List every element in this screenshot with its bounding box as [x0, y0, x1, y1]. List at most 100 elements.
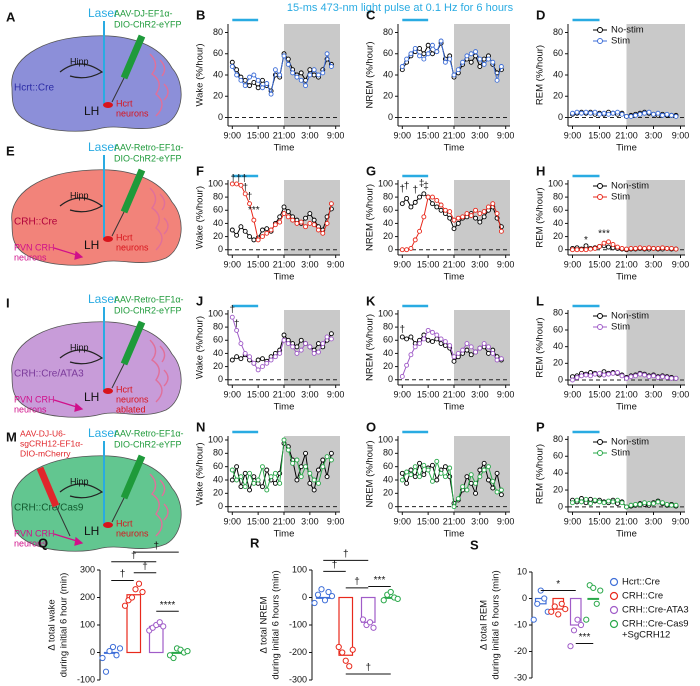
y-axis-label: REM (%/hour) — [535, 444, 546, 504]
data-point — [434, 458, 440, 464]
y-tick-label: 20 — [553, 231, 563, 241]
data-point — [303, 464, 308, 470]
data-point — [268, 91, 274, 97]
x-tick-label: 15:00 — [247, 389, 270, 399]
hippocampus — [59, 349, 104, 365]
data-point — [251, 480, 257, 486]
x-tick-label: 3:00 — [645, 389, 663, 399]
data-point — [601, 240, 607, 246]
data-point — [494, 470, 500, 476]
data-point — [247, 201, 252, 207]
data-point — [473, 349, 478, 355]
x-tick-label: 9:00 — [672, 259, 690, 269]
x-axis-label: Time — [274, 272, 295, 283]
y-tick-label: 0 — [218, 112, 223, 122]
syringe-2 — [36, 466, 60, 508]
significance-mark: * — [584, 235, 588, 246]
y-tick-label: 20 — [553, 91, 563, 101]
data-point — [281, 337, 287, 343]
data-point — [610, 242, 616, 247]
x-tick-label: 3:00 — [301, 130, 319, 140]
x-tick-label: 21:00 — [443, 516, 466, 526]
data-point — [624, 113, 629, 119]
data-point — [311, 72, 317, 78]
data-point — [464, 53, 470, 59]
legend-label: CRH::Cre-Cas9 — [622, 619, 689, 630]
data-point — [290, 460, 296, 466]
y-tick-label: 80 — [213, 191, 223, 201]
data-point — [408, 51, 414, 57]
line-chart: N 0 20 40 60 80 100 9:00 15:00 21:00 3:00 9:00 Wake … — [195, 419, 345, 539]
data-point — [425, 337, 431, 343]
y-tick-label: -10 — [514, 619, 527, 629]
y-tick-label: 40 — [553, 468, 563, 478]
data-point — [328, 336, 334, 342]
data-point — [399, 470, 405, 476]
data-point — [421, 462, 427, 468]
significance-mark: † — [343, 549, 349, 560]
x-tick-label: 9:00 — [327, 259, 345, 269]
individual-point — [370, 624, 377, 631]
legend-label: CRH::Cre — [622, 591, 663, 602]
y-tick-label: 60 — [213, 205, 223, 215]
legend-label: Stim — [611, 192, 630, 203]
data-point — [294, 74, 300, 80]
data-point — [251, 72, 257, 78]
virus-label: AAV-Retro-EF1α- — [114, 294, 184, 304]
data-point — [285, 209, 291, 215]
data-point — [660, 112, 665, 118]
data-point — [298, 77, 304, 83]
syringe-needle — [111, 363, 125, 389]
y-axis-label: Δ total REM — [479, 600, 490, 650]
y-tick-label: 60 — [383, 48, 393, 58]
data-point — [494, 489, 500, 495]
y-axis-label: NREM (%/hour) — [365, 440, 376, 507]
panel-letter: D — [536, 7, 545, 22]
individual-point — [551, 603, 558, 610]
data-point — [421, 191, 427, 197]
data-point — [664, 375, 670, 380]
data-point — [628, 245, 634, 251]
data-point — [655, 245, 661, 251]
significance-mark: † — [400, 184, 406, 195]
data-point — [498, 487, 504, 493]
data-point — [473, 480, 478, 486]
data-point — [451, 226, 457, 232]
data-point — [320, 70, 326, 76]
line-chart: J 0 20 40 60 80 100 9:00 15:00 21:00 3:00 9:00 Wake … — [195, 293, 345, 412]
data-point — [298, 219, 304, 225]
data-point — [255, 477, 261, 483]
line-chart: H 0 20 40 60 80 100 9:00 15:00 21:00 3:00 9:00 REM (… — [535, 163, 690, 282]
individual-point — [567, 643, 574, 650]
data-point — [615, 370, 620, 375]
data-point — [277, 214, 283, 220]
data-point — [601, 372, 607, 378]
data-point — [460, 484, 466, 490]
panel-letter: N — [196, 419, 205, 434]
data-point — [637, 245, 643, 251]
data-point — [294, 350, 300, 356]
virus2-label: AAV-DJ-U6- — [20, 428, 66, 438]
significance-mark: † — [131, 550, 137, 561]
data-point — [324, 474, 330, 480]
x-tick-label: 15:00 — [588, 130, 611, 140]
y-tick-label: 60 — [213, 48, 223, 58]
y-tick-label: 60 — [553, 205, 563, 215]
y-tick-label: 20 — [383, 361, 393, 371]
y-tick-label: 20 — [383, 231, 393, 241]
significance-mark: *** — [374, 575, 386, 586]
bar — [338, 596, 354, 656]
bar — [587, 597, 600, 600]
line-chart: L 0 20 40 60 80 9:00 15:00 21:00 3:00 9:00 REM (%/h… — [535, 293, 690, 412]
target-neurons — [103, 388, 113, 394]
data-point — [464, 487, 470, 493]
data-point — [408, 245, 414, 251]
x-tick-label: 15:00 — [417, 259, 440, 269]
y-axis-label: Δ total NREM — [259, 596, 270, 653]
data-point — [597, 111, 602, 117]
data-point — [408, 352, 414, 358]
individual-point — [555, 611, 562, 618]
data-point — [412, 237, 418, 243]
x-tick-label: 3:00 — [645, 516, 663, 526]
data-point — [324, 334, 330, 340]
